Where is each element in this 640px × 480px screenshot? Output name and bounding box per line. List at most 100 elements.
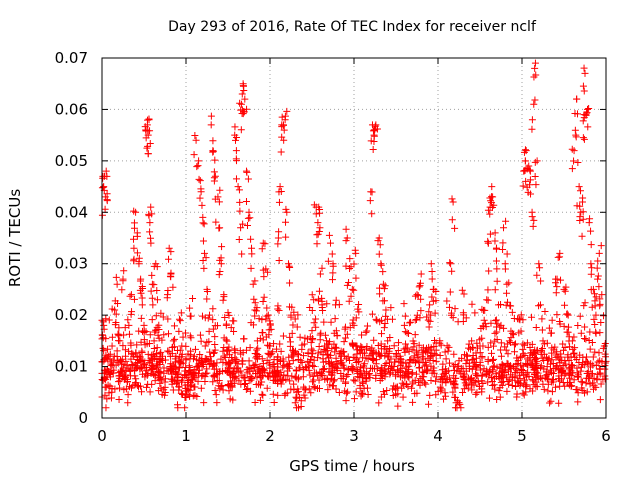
data-point: [576, 351, 584, 359]
data-point: [138, 349, 146, 357]
data-point: [193, 393, 201, 401]
data-point: [209, 325, 217, 333]
data-point: [159, 313, 167, 321]
data-point: [548, 316, 556, 324]
data-point: [484, 239, 492, 247]
data-point: [390, 342, 398, 350]
data-point: [335, 388, 343, 396]
data-point: [210, 174, 218, 182]
data-point: [496, 393, 504, 401]
data-point: [372, 315, 380, 323]
data-point: [591, 320, 599, 328]
data-point: [122, 366, 130, 374]
data-point: [342, 397, 350, 405]
data-point: [392, 351, 400, 359]
data-point: [165, 348, 173, 356]
data-point: [192, 136, 200, 144]
data-point: [166, 272, 174, 280]
data-point: [317, 370, 325, 378]
data-point: [413, 291, 421, 299]
data-point: [179, 333, 187, 341]
data-point: [478, 334, 486, 342]
data-point: [333, 332, 341, 340]
data-point: [200, 399, 208, 407]
data-point: [230, 373, 238, 381]
data-point: [308, 350, 316, 358]
data-point: [124, 391, 132, 399]
data-point: [349, 354, 357, 362]
data-point: [484, 206, 492, 214]
data-point: [448, 195, 456, 203]
data-point: [258, 372, 266, 380]
data-point: [377, 261, 385, 269]
data-point: [314, 230, 322, 238]
data-point: [595, 349, 603, 357]
data-point: [253, 337, 261, 345]
data-point: [351, 246, 359, 254]
data-point: [385, 353, 393, 361]
data-point: [395, 339, 403, 347]
data-point: [147, 239, 155, 247]
data-point: [99, 344, 107, 352]
data-point: [426, 391, 434, 399]
data-point: [269, 390, 277, 398]
data-point: [220, 293, 228, 301]
data-point: [259, 297, 267, 305]
data-point: [441, 348, 449, 356]
data-point: [574, 110, 582, 118]
data-point: [451, 224, 459, 232]
data-point: [194, 377, 202, 385]
data-point: [291, 399, 299, 407]
data-point: [209, 147, 217, 155]
data-point: [137, 289, 145, 297]
data-point: [488, 349, 496, 357]
data-point: [148, 351, 156, 359]
data-point: [576, 216, 584, 224]
data-point: [315, 287, 323, 295]
data-point: [200, 249, 208, 257]
data-point: [397, 358, 405, 366]
data-point: [380, 297, 388, 305]
data-point: [346, 357, 354, 365]
data-point: [413, 315, 421, 323]
data-point: [148, 294, 156, 302]
data-point: [177, 358, 185, 366]
data-point: [341, 334, 349, 342]
data-point: [231, 345, 239, 353]
data-point: [293, 388, 301, 396]
data-point: [328, 361, 336, 369]
data-point: [193, 363, 201, 371]
data-point: [541, 308, 549, 316]
data-point: [276, 183, 284, 191]
data-point: [300, 383, 308, 391]
data-point: [215, 271, 223, 279]
data-point: [533, 157, 541, 165]
data-point: [238, 250, 246, 258]
data-point: [181, 367, 189, 375]
data-point: [263, 384, 271, 392]
data-points: [98, 59, 610, 412]
data-point: [103, 190, 111, 198]
data-point: [362, 375, 370, 383]
data-point: [522, 370, 530, 378]
data-point: [107, 394, 115, 402]
data-point: [151, 328, 159, 336]
data-point: [514, 359, 522, 367]
data-point: [505, 380, 513, 388]
data-point: [101, 205, 109, 213]
data-point: [148, 271, 156, 279]
data-point: [164, 287, 172, 295]
data-point: [573, 95, 581, 103]
data-point: [159, 356, 167, 364]
data-point: [598, 291, 606, 299]
data-point: [187, 312, 195, 320]
data-point: [376, 241, 384, 249]
data-point: [493, 335, 501, 343]
data-point: [556, 253, 564, 261]
data-point: [247, 364, 255, 372]
data-point: [196, 177, 204, 185]
data-point: [300, 391, 308, 399]
data-point: [443, 297, 451, 305]
data-point: [197, 337, 205, 345]
data-point: [121, 324, 129, 332]
